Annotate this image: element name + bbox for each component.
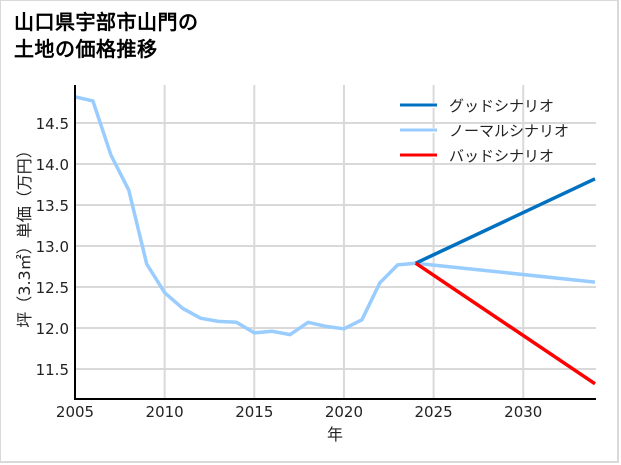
y-tick-label: 12.5 (36, 279, 69, 297)
legend-label: ノーマルシナリオ (449, 122, 569, 140)
series-line (414, 261, 596, 386)
tick-labels: 11.5 12.0 12.5 13.0 13.5 14.0 14.5 2005 2010 2015… (36, 115, 543, 421)
y-tick-label: 11.5 (36, 361, 69, 379)
y-tick-label: 14.0 (36, 156, 69, 174)
chart-title-line1: 山口県宇部市山門の (14, 10, 199, 34)
x-tick-label: 2030 (504, 403, 542, 421)
x-tick-label: 2015 (235, 403, 273, 421)
x-tick-label: 2005 (56, 403, 94, 421)
x-axis-label: 年 (327, 425, 343, 444)
x-tick-label: 2010 (146, 403, 184, 421)
legend-label: グッドシナリオ (449, 97, 554, 115)
series-lines (74, 95, 596, 386)
chart-title: 山口県宇部市山門の 土地の価格推移 (14, 9, 199, 63)
y-tick-label: 13.0 (36, 238, 69, 256)
legend-label: バッドシナリオ (449, 147, 554, 165)
series-line (74, 95, 596, 337)
chart-title-line2: 土地の価格推移 (14, 37, 158, 61)
x-tick-label: 2025 (415, 403, 453, 421)
y-tick-label: 13.5 (36, 197, 69, 215)
y-axis-label: 坪（3.3㎡）単価（万円） (15, 142, 34, 327)
y-tick-label: 12.0 (36, 320, 69, 338)
y-tick-label: 14.5 (36, 115, 69, 133)
series-line (414, 177, 596, 265)
x-tick-label: 2020 (325, 403, 363, 421)
axes (74, 85, 596, 400)
